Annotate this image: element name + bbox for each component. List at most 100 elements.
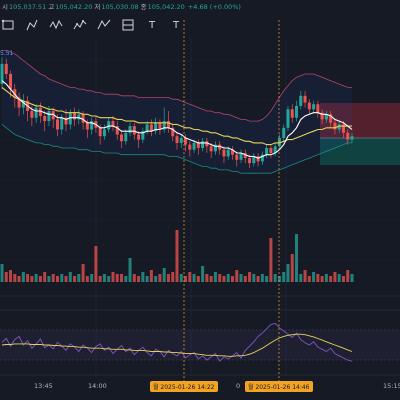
triangle-pattern-icon[interactable] xyxy=(96,17,112,33)
oscillator-pane xyxy=(1,322,353,362)
volume-bar xyxy=(107,276,111,282)
candle-body xyxy=(115,126,119,135)
volume-bar xyxy=(77,274,81,282)
volume-bar xyxy=(346,270,350,282)
volume-bar xyxy=(269,238,273,282)
volume-bar xyxy=(316,274,320,282)
volume-bar xyxy=(175,230,179,282)
price-axis-tag: 5.51 xyxy=(0,50,14,57)
candle-body xyxy=(218,144,222,150)
candle-body xyxy=(230,149,234,155)
candle-body xyxy=(320,112,324,120)
candle-body xyxy=(17,97,21,108)
volume-bar xyxy=(60,274,64,282)
crosshair-lines xyxy=(183,20,280,385)
volume-bar xyxy=(64,276,68,282)
volume-bar xyxy=(43,272,47,282)
volume-bar xyxy=(290,254,294,282)
volume-bar xyxy=(196,276,200,282)
volume-bar xyxy=(111,272,115,282)
ohlc-value: 105,037.51 xyxy=(8,3,47,11)
candle-body xyxy=(346,132,350,140)
volume-bar xyxy=(239,274,243,282)
volume-bar xyxy=(299,274,303,282)
candle-body xyxy=(102,129,106,137)
candle-body xyxy=(68,112,72,125)
volume-bar xyxy=(120,274,124,282)
candle-body xyxy=(149,124,153,132)
candle-body xyxy=(60,117,64,130)
moving-averages xyxy=(1,80,353,159)
time-tick: 13:45 xyxy=(34,382,53,390)
ohlc-field: 시105,037.51 xyxy=(2,3,47,11)
candle-body xyxy=(188,144,192,150)
candle-body xyxy=(350,136,354,140)
rectangle-select-icon[interactable] xyxy=(0,17,16,33)
volume-bar xyxy=(303,270,307,282)
candle-body xyxy=(154,122,158,132)
volume-bar xyxy=(141,272,145,282)
candle-body xyxy=(158,122,162,130)
candle-body xyxy=(256,156,260,162)
candle-body xyxy=(38,107,42,117)
volume-bar xyxy=(17,276,21,282)
volume-bar xyxy=(312,272,316,282)
volume-bar xyxy=(226,274,230,282)
text-alt-icon[interactable]: T xyxy=(168,17,184,33)
volume-bar xyxy=(230,276,234,282)
bollinger-bands xyxy=(1,50,352,174)
candle-body xyxy=(179,137,183,143)
text-icon[interactable]: T xyxy=(144,17,160,33)
candle-body xyxy=(192,142,196,150)
candle-body xyxy=(107,121,111,130)
volume-bar xyxy=(73,276,77,282)
volume-bar xyxy=(218,274,222,282)
volume-bar xyxy=(94,246,98,282)
volume-bar xyxy=(102,274,106,282)
candle-body xyxy=(329,114,333,123)
candle-body xyxy=(34,107,38,118)
volume-bar xyxy=(324,274,328,282)
volume-bar xyxy=(171,272,175,282)
candle-body xyxy=(337,124,341,130)
volume-bar xyxy=(166,274,170,282)
path-draw-icon[interactable] xyxy=(24,17,40,33)
zigzag-pattern-icon[interactable] xyxy=(72,17,88,33)
ohlc-key: 저 xyxy=(94,3,101,11)
volume-bar xyxy=(213,272,217,282)
candle-body xyxy=(196,142,200,148)
volume-bar xyxy=(0,264,4,282)
candle-body xyxy=(4,63,8,74)
ohlc-field: +4.68 (+0.00%) xyxy=(187,3,242,11)
candle-body xyxy=(269,147,273,154)
volume-bar xyxy=(252,274,256,282)
long-position-icon[interactable] xyxy=(120,17,136,33)
wave-pattern-icon[interactable] xyxy=(48,17,64,33)
candle-body xyxy=(43,116,47,122)
candle-body xyxy=(299,95,303,106)
volume-bar xyxy=(85,276,89,282)
candle-body xyxy=(77,114,81,120)
candle-body xyxy=(171,127,175,137)
candle-body xyxy=(303,95,307,103)
candle-body xyxy=(260,154,264,162)
volume-bar xyxy=(98,276,102,282)
volume-bar xyxy=(124,276,128,282)
candle-body xyxy=(243,153,247,159)
ohlc-value: 105,030.08 xyxy=(101,3,139,11)
candle-series xyxy=(0,57,354,169)
volume-bar xyxy=(307,276,311,282)
oscillator-line xyxy=(1,322,353,362)
volume-bar xyxy=(329,276,333,282)
volume-bar xyxy=(205,274,209,282)
candle-body xyxy=(213,144,217,152)
volume-bar xyxy=(21,272,25,282)
volume-bar xyxy=(30,276,34,282)
volume-bar xyxy=(188,272,192,282)
candle-body xyxy=(51,110,55,120)
candle-body xyxy=(124,132,128,142)
volume-bar xyxy=(154,276,158,282)
volume-bar xyxy=(81,264,85,282)
volume-bar xyxy=(273,274,277,282)
